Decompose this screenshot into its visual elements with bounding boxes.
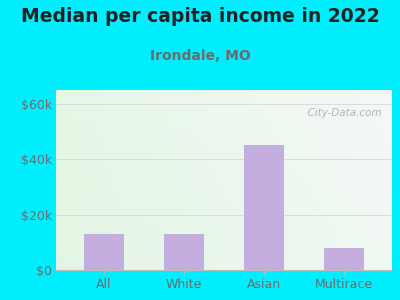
Text: Irondale, MO: Irondale, MO bbox=[150, 50, 250, 64]
Bar bbox=[164, 234, 204, 270]
Bar bbox=[84, 234, 124, 270]
Text: Median per capita income in 2022: Median per capita income in 2022 bbox=[21, 8, 379, 26]
Text: City-Data.com: City-Data.com bbox=[301, 108, 382, 118]
Bar bbox=[324, 248, 364, 270]
Bar bbox=[244, 146, 284, 270]
